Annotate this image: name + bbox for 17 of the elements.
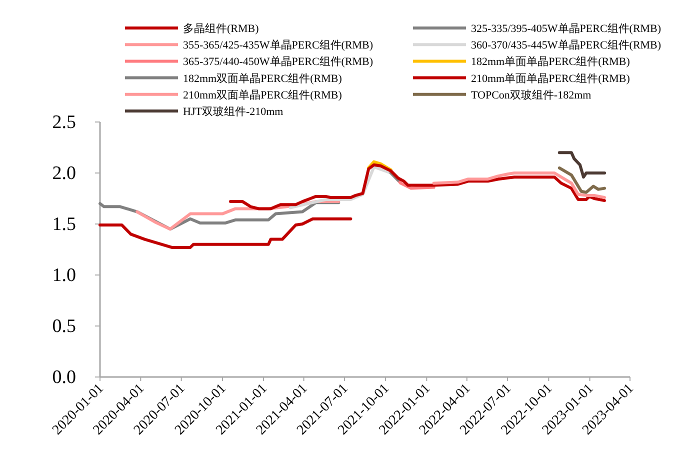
y-tick-label: 1.5 [52, 214, 76, 235]
y-tick-label: 2.5 [52, 112, 76, 133]
y-tick-label: 0.0 [52, 367, 76, 388]
legend-label: 365-375/440-450W单晶PERC组件(RMB) [183, 55, 374, 68]
legend-label: 182mm单面单晶PERC组件(RMB) [471, 55, 630, 68]
legend-label: HJT双玻组件-210mm [183, 105, 284, 118]
y-tick-label: 0.5 [52, 316, 76, 337]
y-tick-label: 2.0 [52, 163, 76, 184]
legend-label: 210mm双面单晶PERC组件(RMB) [183, 88, 342, 102]
legend-label: 355-365/425-435W单晶PERC组件(RMB) [183, 38, 374, 52]
legend-label: TOPCon双玻组件-182mm [471, 88, 592, 102]
y-tick-label: 1.0 [52, 265, 76, 286]
legend-label: 210mm单面单晶PERC组件(RMB) [471, 72, 630, 85]
legend-label: 多晶组件(RMB) [183, 23, 260, 35]
legend-label: 360-370/435-445W单晶PERC组件(RMB) [471, 38, 662, 52]
legend-label: 325-335/395-405W单晶PERC组件(RMB) [471, 22, 662, 35]
legend-label: 182mm双面单晶PERC组件(RMB) [183, 72, 342, 85]
